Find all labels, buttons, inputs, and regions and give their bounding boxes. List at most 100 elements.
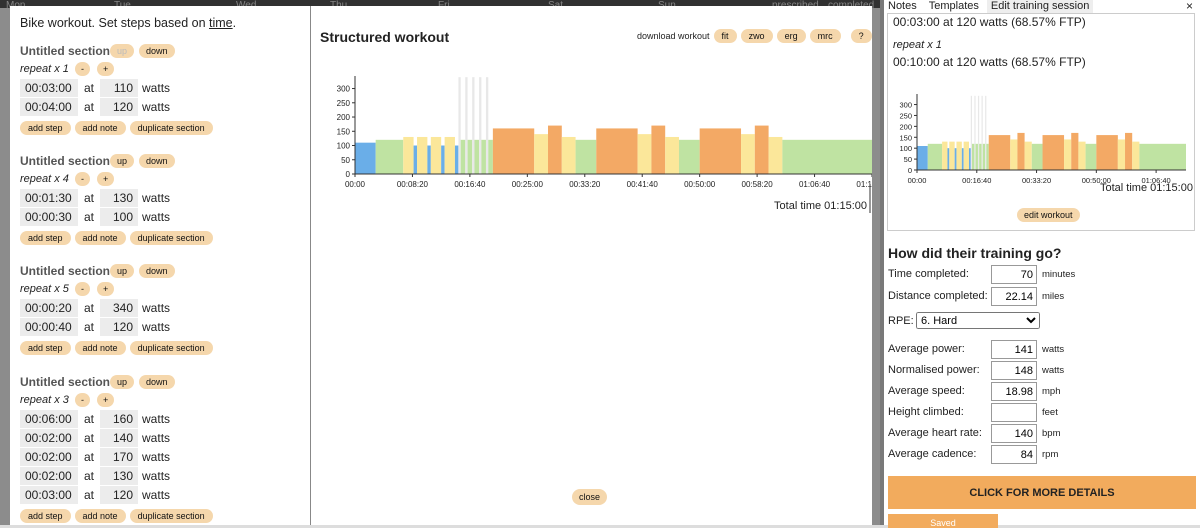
section-title[interactable]: Untitled section (20, 154, 111, 168)
step-row: 00:01:30 at 130 watts (20, 188, 310, 207)
distance-unit: miles (1042, 291, 1065, 302)
edit-workout-button[interactable]: edit workout (1017, 208, 1080, 222)
tab-notes[interactable]: Notes (888, 0, 917, 12)
avg-power-input[interactable] (991, 340, 1037, 359)
step-value-input[interactable]: 120 (100, 485, 139, 504)
time-completed-input[interactable] (991, 265, 1037, 284)
section-down-button[interactable]: down (139, 375, 175, 389)
download-erg-button[interactable]: erg (776, 29, 806, 43)
section-up-button[interactable]: up (110, 375, 135, 389)
repeat-minus-button[interactable]: - (74, 282, 90, 296)
workout-section: Untitled section up down repeat x 5- + 00:0… (20, 262, 310, 355)
heart-rate-input[interactable] (991, 424, 1037, 443)
more-details-button[interactable]: CLICK FOR MORE DETAILS (888, 476, 1196, 509)
step-time-input[interactable]: 00:03:00 (20, 78, 78, 97)
tab-edit-training-session[interactable]: Edit training session (986, 0, 1094, 13)
duplicate-section-button[interactable]: duplicate section (129, 121, 213, 135)
intro-time-link[interactable]: time (209, 16, 233, 30)
step-time-input[interactable]: 00:04:00 (20, 97, 78, 116)
workout-step-bar (1064, 139, 1072, 170)
repeat-plus-button[interactable]: + (96, 172, 115, 186)
step-time-input[interactable]: 00:00:40 (20, 317, 78, 336)
repeat-minus-button[interactable]: - (74, 62, 90, 76)
workout-step-bar (947, 148, 950, 170)
workout-chart: 0 50 100 150 200 250 300 00:00 00:08:20 00:16:40 0… (337, 76, 872, 213)
close-icon[interactable]: × (1186, 0, 1194, 13)
section-title[interactable]: Untitled section (20, 264, 111, 278)
y-tick-label: 150 (899, 133, 912, 142)
add-step-button[interactable]: add step (20, 121, 71, 135)
repeat-minus-button[interactable]: - (74, 393, 90, 407)
close-button[interactable]: close (572, 489, 608, 505)
step-value-input[interactable]: 130 (100, 188, 139, 207)
distance-input[interactable] (991, 287, 1037, 306)
section-up-button[interactable]: up (110, 264, 135, 278)
section-title[interactable]: Untitled section (20, 375, 111, 389)
repeat-plus-button[interactable]: + (96, 62, 115, 76)
step-value-input[interactable]: 110 (100, 78, 139, 97)
section-down-button[interactable]: down (139, 154, 175, 168)
repeat-plus-button[interactable]: + (96, 393, 115, 407)
duplicate-section-button[interactable]: duplicate section (129, 509, 213, 523)
step-value-input[interactable]: 120 (100, 97, 139, 116)
step-value-input[interactable]: 340 (100, 298, 139, 317)
section-down-button[interactable]: down (139, 44, 175, 58)
step-time-input[interactable]: 00:00:30 (20, 207, 78, 226)
step-value-input[interactable]: 170 (100, 447, 139, 466)
step-time-input[interactable]: 00:02:00 (20, 428, 78, 447)
help-button[interactable]: ? (850, 29, 872, 43)
x-tick-label: 01:06:40 (799, 180, 831, 189)
workout-step-bar (1010, 139, 1018, 170)
step-time-input[interactable]: 00:06:00 (20, 409, 78, 428)
saved-button[interactable]: Saved (888, 514, 998, 528)
add-note-button[interactable]: add note (74, 121, 126, 135)
workout-step-bar (741, 134, 755, 174)
section-title[interactable]: Untitled section (20, 44, 111, 58)
repeat-minus-button[interactable]: - (74, 172, 90, 186)
norm-power-input[interactable] (991, 361, 1037, 380)
step-value-input[interactable]: 100 (100, 207, 139, 226)
add-note-button[interactable]: add note (74, 231, 126, 245)
add-step-button[interactable]: add step (20, 509, 71, 523)
preview-step-line: 00:10:00 at 120 watts (68.57% FTP) (893, 55, 1086, 69)
download-mrc-button[interactable]: mrc (809, 29, 841, 43)
workout-section: Untitled section up down repeat x 4- + 00:0… (20, 152, 310, 245)
step-value-input[interactable]: 160 (100, 409, 139, 428)
chart-total-time: Total time 01:15:00 (774, 200, 867, 212)
add-step-button[interactable]: add step (20, 341, 71, 355)
step-time-input[interactable]: 00:01:30 (20, 188, 78, 207)
rpe-select[interactable]: 6. Hard (916, 312, 1040, 329)
workout-step-bar (534, 134, 549, 174)
add-step-button[interactable]: add step (20, 231, 71, 245)
add-note-button[interactable]: add note (74, 341, 126, 355)
workout-step-bar (488, 139, 493, 174)
duplicate-section-button[interactable]: duplicate section (129, 231, 213, 245)
download-fit-button[interactable]: fit (713, 29, 737, 43)
section-up-button[interactable]: up (110, 44, 135, 58)
section-down-button[interactable]: down (139, 264, 175, 278)
step-time-input[interactable]: 00:02:00 (20, 466, 78, 485)
section-up-button[interactable]: up (110, 154, 135, 168)
step-time-input[interactable]: 00:02:00 (20, 447, 78, 466)
repeat-plus-button[interactable]: + (96, 282, 115, 296)
download-zwo-button[interactable]: zwo (740, 29, 773, 43)
step-value-input[interactable]: 130 (100, 466, 139, 485)
workout-step-bar (548, 125, 562, 174)
workout-step-bar (413, 145, 418, 174)
x-tick-label: 01:06:40 (1142, 176, 1171, 184)
cadence-input[interactable] (991, 445, 1037, 464)
height-input[interactable] (991, 403, 1037, 422)
step-at-label: at (84, 190, 95, 205)
workout-step-bar (596, 128, 638, 174)
step-row: 00:00:20 at 340 watts (20, 298, 310, 317)
tab-templates[interactable]: Templates (928, 0, 979, 12)
x-tick-label: 00:58:20 (742, 180, 774, 189)
add-note-button[interactable]: add note (74, 509, 126, 523)
step-time-input[interactable]: 00:03:00 (20, 485, 78, 504)
duplicate-section-button[interactable]: duplicate section (129, 341, 213, 355)
step-value-input[interactable]: 140 (100, 428, 139, 447)
avg-speed-input[interactable] (991, 382, 1037, 401)
step-value-input[interactable]: 120 (100, 317, 139, 336)
workout-step-bar (1071, 132, 1079, 170)
step-time-input[interactable]: 00:00:20 (20, 298, 78, 317)
